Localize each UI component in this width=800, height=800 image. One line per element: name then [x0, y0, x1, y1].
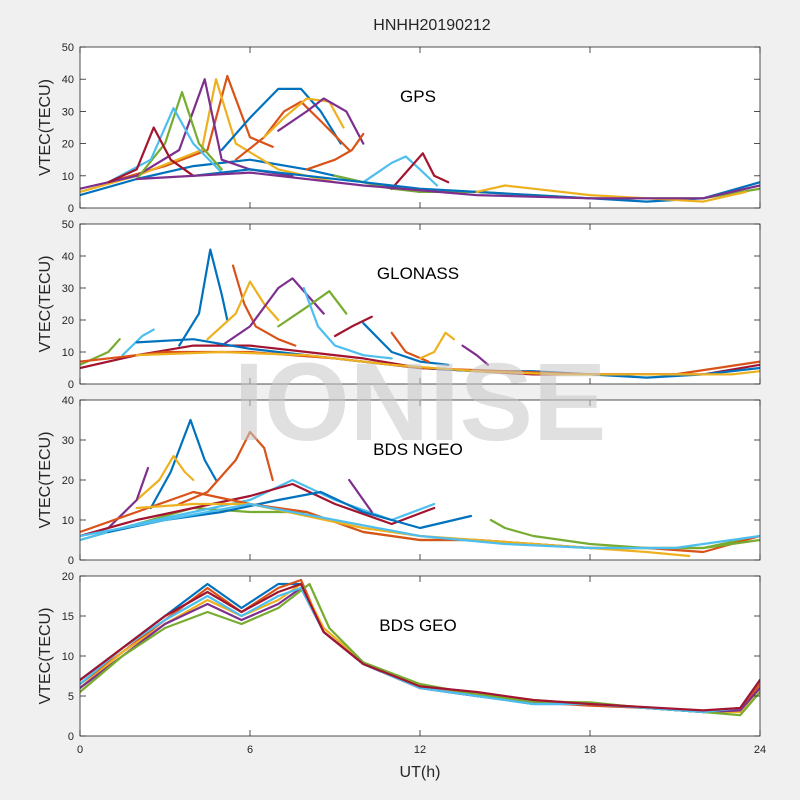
x-tick-label: 24 [754, 744, 766, 756]
series-line [80, 582, 760, 712]
series-line [302, 286, 393, 360]
series-line [149, 418, 218, 510]
series-line [135, 350, 760, 376]
y-tick-label: 0 [68, 379, 74, 391]
series-group [80, 418, 760, 558]
series-line [475, 184, 747, 203]
series-line [121, 328, 155, 357]
y-tick-label: 40 [62, 395, 74, 407]
plot-area [80, 47, 760, 208]
watermark: IONISE [234, 341, 607, 464]
y-tick-label: 30 [62, 435, 74, 447]
y-tick-label: 10 [62, 171, 74, 183]
y-tick-label: 20 [62, 571, 74, 583]
series-group [80, 74, 760, 203]
y-tick-label: 20 [62, 475, 74, 487]
y-tick-label: 40 [62, 74, 74, 86]
series-line [231, 264, 297, 347]
series-line [277, 97, 365, 145]
series-line [305, 132, 365, 171]
series-line [333, 315, 373, 338]
panel-label: GLONASS [377, 264, 459, 283]
series-line [135, 171, 760, 200]
series-line [80, 482, 436, 538]
series-line [461, 344, 490, 366]
y-tick-label: 20 [62, 139, 74, 151]
series-line [220, 87, 342, 152]
series-line [362, 322, 450, 366]
x-tick-label: 12 [414, 744, 426, 756]
y-tick-label: 30 [62, 106, 74, 118]
series-line [489, 518, 760, 550]
y-tick-label: 0 [68, 731, 74, 743]
series-line [220, 277, 325, 347]
figure-title: HNHH20190212 [373, 17, 491, 34]
series-line [362, 155, 439, 187]
y-tick-label: 10 [62, 651, 74, 663]
y-tick-label: 0 [68, 203, 74, 215]
x-axis-label: UT(h) [400, 764, 441, 781]
x-tick-label: 6 [247, 744, 253, 756]
y-tick-label: 50 [62, 42, 74, 54]
panel-label: BDS GEO [379, 616, 456, 635]
y-tick-label: 5 [68, 691, 74, 703]
y-axis-label: VTEC(TECU) [37, 256, 54, 353]
series-line [234, 100, 351, 161]
y-axis-label: VTEC(TECU) [37, 432, 54, 529]
y-tick-label: 40 [62, 251, 74, 263]
y-tick-label: 10 [62, 515, 74, 527]
series-line [348, 478, 373, 514]
y-tick-label: 30 [62, 283, 74, 295]
series-line [263, 97, 345, 139]
panel-3: 0 10 20 30 40 VTEC(TECU) BDS NGEO [37, 395, 761, 567]
panel-label: GPS [400, 87, 436, 106]
y-tick-label: 10 [62, 347, 74, 359]
series-group [80, 248, 760, 379]
y-axis-label: VTEC(TECU) [37, 79, 54, 176]
x-tick-label: 0 [77, 744, 83, 756]
panel-2: 0 10 20 30 40 50 VTEC(TECU) GLONASS [37, 219, 761, 391]
y-axis-label: VTEC(TECU) [37, 608, 54, 705]
series-line [206, 280, 280, 341]
series-line [277, 290, 348, 328]
series-line [178, 248, 229, 347]
plot-area [80, 576, 760, 736]
series-line [418, 331, 456, 360]
y-tick-label: 0 [68, 555, 74, 567]
x-tick-label: 18 [584, 744, 596, 756]
y-tick-label: 50 [62, 219, 74, 231]
panel-label: BDS NGEO [373, 440, 463, 459]
y-tick-label: 15 [62, 611, 74, 623]
series-line [80, 502, 760, 550]
panel-4: 0 5 10 15 20 0 6 12 18 24 VTEC(TECU) BDS GEO [37, 571, 766, 756]
panel-1: 0 10 20 30 40 50 VTEC(TECU) GPS [37, 42, 761, 215]
series-line [390, 152, 450, 190]
y-tick-label: 20 [62, 315, 74, 327]
series-line [107, 126, 195, 184]
series-line [135, 91, 223, 181]
series-group [80, 578, 760, 717]
series-line [135, 454, 195, 502]
